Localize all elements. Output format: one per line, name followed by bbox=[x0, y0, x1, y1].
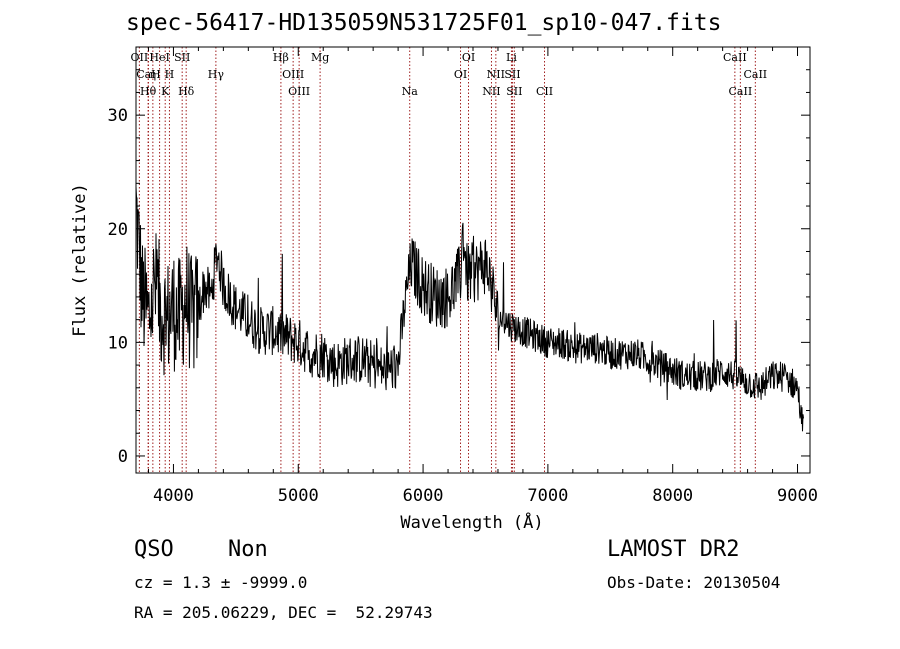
line-label-5: H bbox=[165, 68, 175, 81]
y-tick-label-0: 0 bbox=[118, 447, 128, 467]
x-tick-label-3: 7000 bbox=[527, 486, 568, 506]
y-tick-label-1: 10 bbox=[108, 333, 128, 353]
line-label-9: Hγ bbox=[208, 68, 225, 81]
observation-date: Obs-Date: 20130504 bbox=[607, 573, 781, 592]
line-label-25: CaII bbox=[743, 68, 767, 81]
line-label-10: Hβ bbox=[273, 51, 289, 64]
plot-frame bbox=[135, 46, 811, 474]
line-label-24: CaII bbox=[729, 85, 753, 98]
x-tick-label-2: 6000 bbox=[403, 486, 444, 506]
x-tick-label-1: 5000 bbox=[278, 486, 319, 506]
line-label-22: CII bbox=[536, 85, 553, 98]
line-label-4: η bbox=[150, 68, 157, 81]
line-label-21: SII bbox=[506, 85, 522, 98]
redshift-value: cz = 1.3 ± -9999.0 bbox=[134, 573, 308, 592]
line-label-23: CaII bbox=[723, 51, 747, 64]
survey-name: LAMOST DR2 bbox=[607, 537, 740, 562]
x-axis-label: Wavelength (Å) bbox=[400, 511, 543, 533]
line-label-16: OI bbox=[462, 51, 475, 64]
line-label-3: CaH bbox=[136, 68, 161, 81]
flux-series-line bbox=[135, 186, 804, 432]
line-label-0: OII bbox=[131, 51, 149, 64]
line-label-14: Na bbox=[402, 85, 419, 98]
line-label-12: OIII bbox=[288, 85, 310, 98]
line-label-13: Mg bbox=[311, 51, 329, 64]
line-label-1: HeI bbox=[149, 51, 169, 64]
axes: 4000 5000 6000 7000 8000 9000 0 10 20 30 bbox=[108, 47, 818, 506]
line-label-20: SII bbox=[504, 68, 520, 81]
spectral-line-markers bbox=[138, 47, 756, 473]
line-label-7: K bbox=[161, 85, 170, 98]
y-tick-label-3: 30 bbox=[108, 106, 128, 126]
line-label-11: OIII bbox=[282, 68, 304, 81]
x-tick-label-0: 4000 bbox=[153, 486, 194, 506]
y-axis-label: Flux (relative) bbox=[70, 183, 90, 337]
object-class: QSO bbox=[134, 537, 174, 562]
line-label-15: OI bbox=[454, 68, 467, 81]
y-tick-label-2: 20 bbox=[108, 220, 128, 240]
x-tick-label-5: 9000 bbox=[777, 486, 818, 506]
chart-title: spec-56417-HD135059N531725F01_sp10-047.f… bbox=[126, 10, 722, 36]
line-label-6: Hθ bbox=[140, 85, 157, 98]
x-tick-label-4: 8000 bbox=[652, 486, 693, 506]
coordinates: RA = 205.06229, DEC = 52.29743 bbox=[134, 603, 433, 622]
line-label-17: NII bbox=[482, 85, 500, 98]
object-subclass: Non bbox=[228, 537, 268, 562]
line-label-2: SII bbox=[174, 51, 190, 64]
line-label-8: Hδ bbox=[178, 85, 195, 98]
line-label-18: NII bbox=[487, 68, 505, 81]
line-label-19: Li bbox=[506, 51, 517, 64]
